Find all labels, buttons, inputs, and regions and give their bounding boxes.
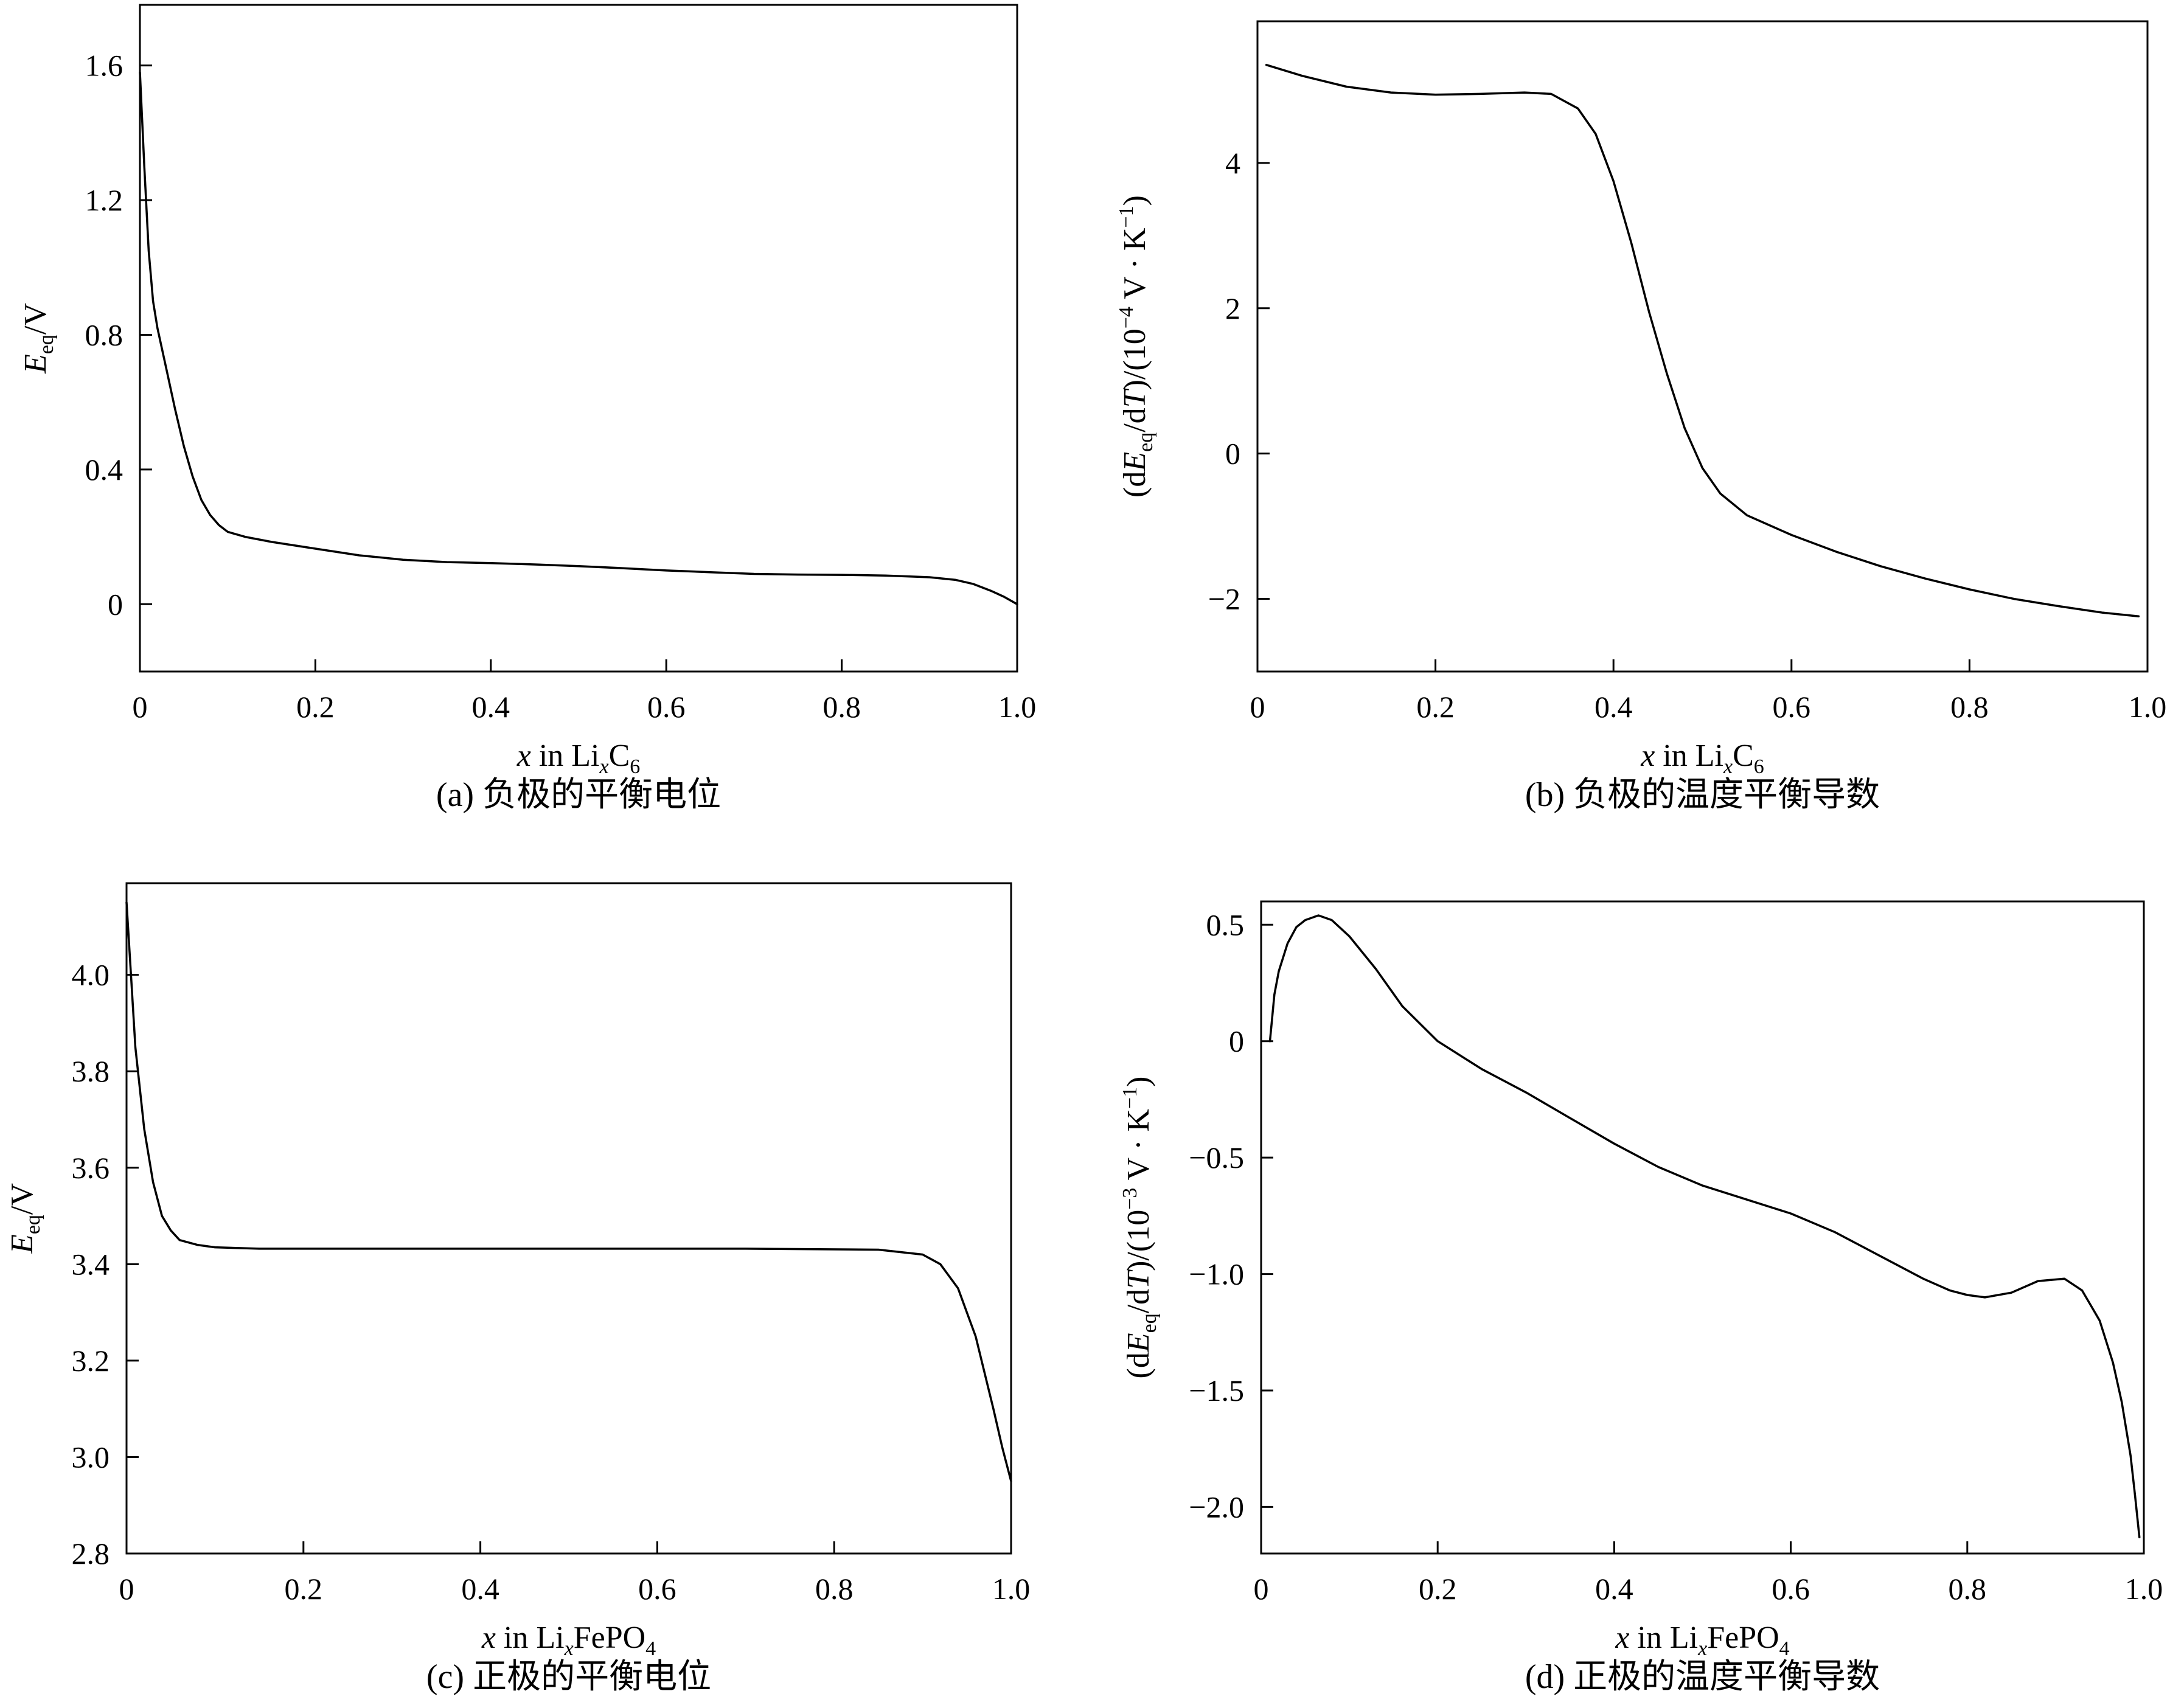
- y-tick-label: 4.0: [72, 958, 110, 992]
- y-tick-label: −0.5: [1189, 1140, 1244, 1175]
- chart-d: 0 0.2 0.4 0.6 0.8 1.0 −2.0 −1.5 −1.0 −0.5 0 0.5 x in…: [1119, 900, 2163, 1696]
- x-axis-label: x in LixC6: [516, 738, 641, 778]
- chart-caption: (d) 正极的温度平衡导数: [1525, 1658, 1880, 1696]
- x-tick-label: 0.6: [638, 1572, 676, 1606]
- y-tick-label: −2.0: [1189, 1490, 1244, 1524]
- x-tick-label: 0.4: [472, 690, 510, 724]
- x-tick-label: 1.0: [2125, 1572, 2163, 1606]
- y-tick-label: 3.6: [72, 1151, 110, 1185]
- x-tick-label: 1.0: [2129, 690, 2167, 724]
- x-tick-label: 0.8: [1949, 1572, 1987, 1606]
- x-tick-label: 0.2: [1416, 690, 1455, 724]
- y-tick-label: 2.8: [72, 1536, 110, 1571]
- y-tick-label: 0.4: [85, 453, 123, 487]
- x-tick-label: 0.8: [822, 690, 861, 724]
- x-tick-label: 0.8: [815, 1572, 854, 1606]
- x-tick-label: 0.6: [647, 690, 686, 724]
- plot-frame: [139, 4, 1018, 673]
- x-tick-label: 0: [119, 1572, 134, 1606]
- x-axis-label: x in LixC6: [1640, 738, 1764, 778]
- x-tick-label: 0.4: [461, 1572, 499, 1606]
- y-tick-label: 3.0: [72, 1440, 110, 1474]
- chart-a: 0 0.2 0.4 0.6 0.8 1.0 0 0.4 0.8 1.2 1.6 x in LixC6 E…: [18, 4, 1037, 814]
- x-tick-label: 0.6: [1772, 1572, 1810, 1606]
- chart-c: 0 0.2 0.4 0.6 0.8 1.0 2.8 3.0 3.2 3.4 3.6 3.8 4.0 x i…: [5, 882, 1031, 1696]
- x-tick-label: 1.0: [992, 1572, 1031, 1606]
- series-line: [139, 71, 1018, 606]
- x-tick-label: 0: [133, 690, 148, 724]
- chart-caption: (a) 负极的平衡电位: [436, 776, 721, 814]
- x-tick-label: 0.4: [1594, 690, 1633, 724]
- y-axis-label: Eeq/V: [18, 303, 58, 374]
- y-tick-label: 4: [1225, 146, 1240, 180]
- x-tick-label: 0: [1254, 1572, 1269, 1606]
- y-axis-label: Eeq/V: [5, 1183, 44, 1254]
- y-tick-label: 3.4: [72, 1247, 110, 1281]
- series-line: [1268, 914, 2141, 1538]
- y-axis-label: (dEeq/dT)/(10−4 V · K−1): [1115, 195, 1157, 498]
- y-tick-label: 3.8: [72, 1054, 110, 1088]
- x-tick-label: 0: [1250, 690, 1265, 724]
- x-tick-label: 0.2: [296, 690, 335, 724]
- y-tick-label: −1.0: [1189, 1257, 1244, 1291]
- plot-frame: [1256, 20, 2149, 673]
- y-tick-label: 0: [1229, 1024, 1244, 1058]
- y-tick-label: 0: [108, 587, 123, 621]
- y-tick-label: 0.5: [1206, 908, 1245, 942]
- chart-caption: (b) 负极的温度平衡导数: [1525, 776, 1880, 814]
- y-tick-label: 0.8: [85, 318, 123, 352]
- x-axis-label: x in LixFePO4: [1615, 1620, 1789, 1660]
- y-tick-label: 0: [1225, 437, 1240, 471]
- y-tick-label: 1.6: [85, 49, 123, 83]
- y-tick-label: 2: [1225, 291, 1240, 325]
- x-axis-label: x in LixFePO4: [481, 1620, 656, 1660]
- plot-frame: [1260, 900, 2145, 1555]
- chart-b: 0 0.2 0.4 0.6 0.8 1.0 −2 0 2 4 x in LixC6 (dEeq/dT)…: [1115, 20, 2167, 814]
- x-tick-label: 0.2: [285, 1572, 323, 1606]
- y-axis-label: (dEeq/dT)/(10−3 V · K−1): [1119, 1077, 1161, 1379]
- plot-frame: [125, 882, 1012, 1555]
- series-line: [125, 901, 1012, 1482]
- y-tick-label: 1.2: [85, 183, 123, 217]
- x-tick-label: 0.6: [1773, 690, 1811, 724]
- x-tick-label: 0.4: [1595, 1572, 1633, 1606]
- y-tick-label: 3.2: [72, 1344, 110, 1378]
- x-tick-label: 0.8: [1950, 690, 1989, 724]
- y-tick-label: −1.5: [1189, 1373, 1244, 1408]
- x-tick-label: 1.0: [998, 690, 1037, 724]
- x-tick-label: 0.2: [1419, 1572, 1457, 1606]
- y-tick-label: −2: [1208, 582, 1240, 616]
- chart-caption: (c) 正极的平衡电位: [426, 1658, 711, 1696]
- series-line: [1265, 63, 2140, 617]
